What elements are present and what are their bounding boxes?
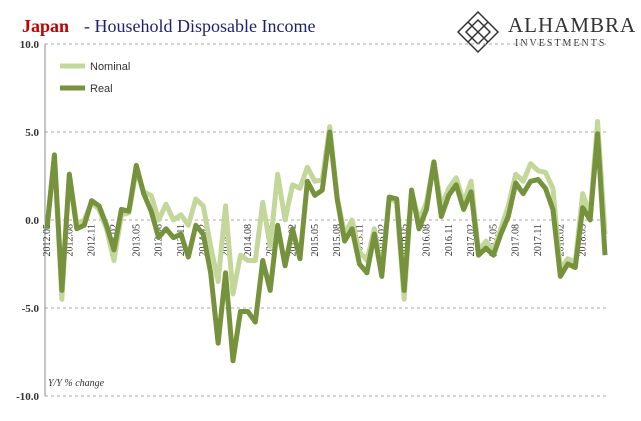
brand-sub: INVESTMENTS <box>515 38 606 49</box>
x-tick-label: 2018.05 <box>578 224 589 257</box>
x-tick-label: 2015.05 <box>310 224 321 257</box>
x-tick-label: 2015.08 <box>332 224 343 257</box>
title-highlight: Japan <box>22 16 69 36</box>
x-tick-label: 2013.05 <box>131 224 142 257</box>
y-tick-label: -10.0 <box>16 391 39 403</box>
x-tick-label: 2013.08 <box>154 224 165 257</box>
y-tick-label: -5.0 <box>22 303 40 315</box>
series-line <box>44 129 608 364</box>
x-tick-label: 2016.08 <box>421 224 432 257</box>
x-tick-label: 2012.08 <box>64 224 75 257</box>
y-tick-label: 0.0 <box>25 215 39 227</box>
x-tick-label: 2016.02 <box>377 224 388 257</box>
legend-label: Real <box>90 83 113 95</box>
x-tick-label: 2016.11 <box>444 224 455 256</box>
annotation: Y/Y % change <box>48 378 105 389</box>
y-tick-label: 5.0 <box>25 127 39 139</box>
x-tick-label: 2012.05 <box>42 224 53 257</box>
x-tick-label: 2017.08 <box>511 224 522 257</box>
x-tick-label: 2018.02 <box>555 224 566 257</box>
x-tick-label: 2017.05 <box>488 224 499 257</box>
x-tick-label: 2017.11 <box>533 224 544 256</box>
legend-label: Nominal <box>90 61 130 73</box>
y-tick-label: 10.0 <box>20 39 40 51</box>
x-tick-label: 2014.08 <box>243 224 254 257</box>
logo-icon <box>456 10 500 54</box>
x-tick-label: 2012.11 <box>87 224 98 256</box>
brand: ALHAMBRA <box>508 13 636 37</box>
chart-title: - Household Disposable Income <box>84 16 315 36</box>
x-tick-label: 2016.05 <box>399 224 410 257</box>
x-tick-label: 2017.02 <box>466 224 477 257</box>
x-tick-label: 2015.11 <box>354 224 365 256</box>
